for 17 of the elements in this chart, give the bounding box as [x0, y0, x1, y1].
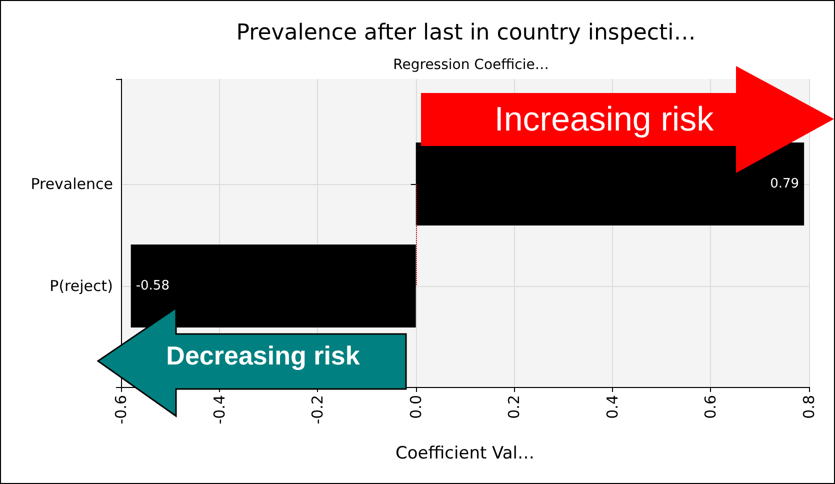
x-tick-label: -0.6	[112, 395, 130, 424]
data-label: 0.79	[770, 176, 800, 192]
annotation: Increasing risk	[494, 100, 714, 140]
x-tick-label: 0.4	[603, 395, 622, 419]
x-tick-label: 0.2	[505, 395, 524, 419]
x-tick-label: 0.8	[800, 395, 818, 419]
annotation: Decreasing risk	[166, 340, 360, 372]
x-tick-label: -0.4	[210, 395, 228, 424]
chart-subtitle: Regression Coefficie…	[393, 57, 549, 73]
chart-title: Prevalence after last in country inspecti…	[236, 20, 696, 46]
x-axis-title: Coefficient Val…	[396, 444, 534, 464]
x-tick-label: 0.6	[702, 395, 720, 419]
y-tick-label: Prevalence	[30, 175, 113, 193]
x-tick-label: 0.0	[406, 395, 425, 419]
x-tick-label: -0.2	[308, 395, 327, 424]
y-tick-label: P(reject)	[50, 277, 113, 295]
data-label: -0.58	[136, 278, 170, 294]
